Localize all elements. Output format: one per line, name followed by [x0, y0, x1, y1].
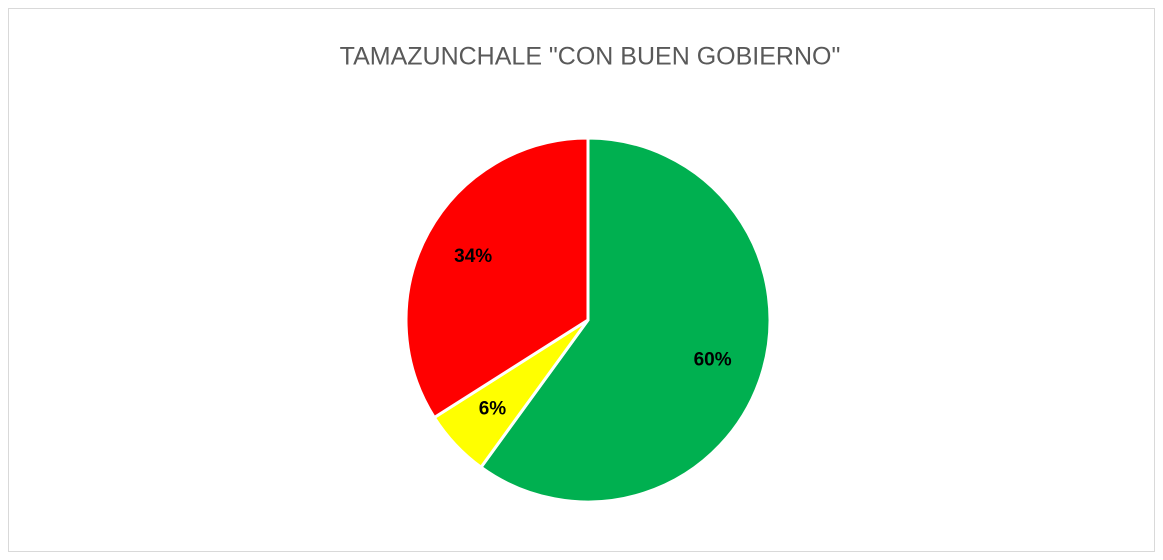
pie-slice [479, 136, 772, 504]
data-label: 6% [479, 399, 507, 420]
data-label: 60% [694, 350, 732, 371]
chart-title: TAMAZUNCHALE "CON BUEN GOBIERNO" [340, 43, 841, 71]
pie-slice [404, 136, 590, 420]
data-label: 34% [454, 246, 492, 267]
